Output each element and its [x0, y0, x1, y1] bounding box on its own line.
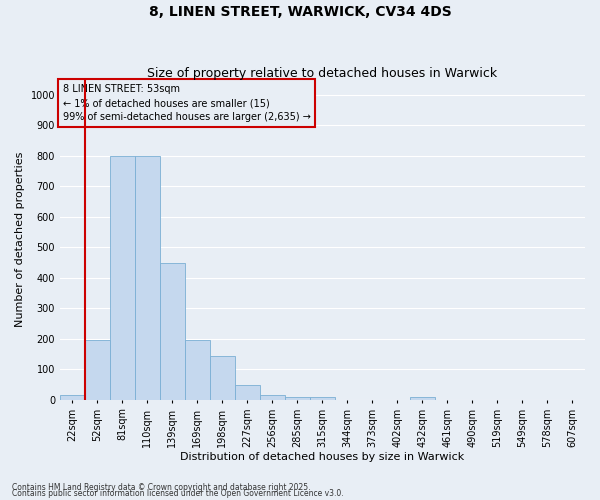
- Bar: [210, 356, 235, 400]
- Bar: [260, 395, 285, 400]
- X-axis label: Distribution of detached houses by size in Warwick: Distribution of detached houses by size …: [181, 452, 464, 462]
- Bar: [135, 156, 160, 400]
- Bar: [310, 397, 335, 400]
- Text: Contains public sector information licensed under the Open Government Licence v3: Contains public sector information licen…: [12, 490, 344, 498]
- Bar: [410, 397, 435, 400]
- Bar: [235, 384, 260, 400]
- Bar: [85, 340, 110, 400]
- Bar: [60, 395, 85, 400]
- Y-axis label: Number of detached properties: Number of detached properties: [15, 152, 25, 328]
- Text: 8, LINEN STREET, WARWICK, CV34 4DS: 8, LINEN STREET, WARWICK, CV34 4DS: [149, 5, 451, 19]
- Bar: [110, 156, 135, 400]
- Text: 8 LINEN STREET: 53sqm
← 1% of detached houses are smaller (15)
99% of semi-detac: 8 LINEN STREET: 53sqm ← 1% of detached h…: [62, 84, 310, 122]
- Bar: [285, 397, 310, 400]
- Text: Contains HM Land Registry data © Crown copyright and database right 2025.: Contains HM Land Registry data © Crown c…: [12, 484, 311, 492]
- Bar: [185, 340, 210, 400]
- Title: Size of property relative to detached houses in Warwick: Size of property relative to detached ho…: [148, 66, 497, 80]
- Bar: [160, 263, 185, 400]
